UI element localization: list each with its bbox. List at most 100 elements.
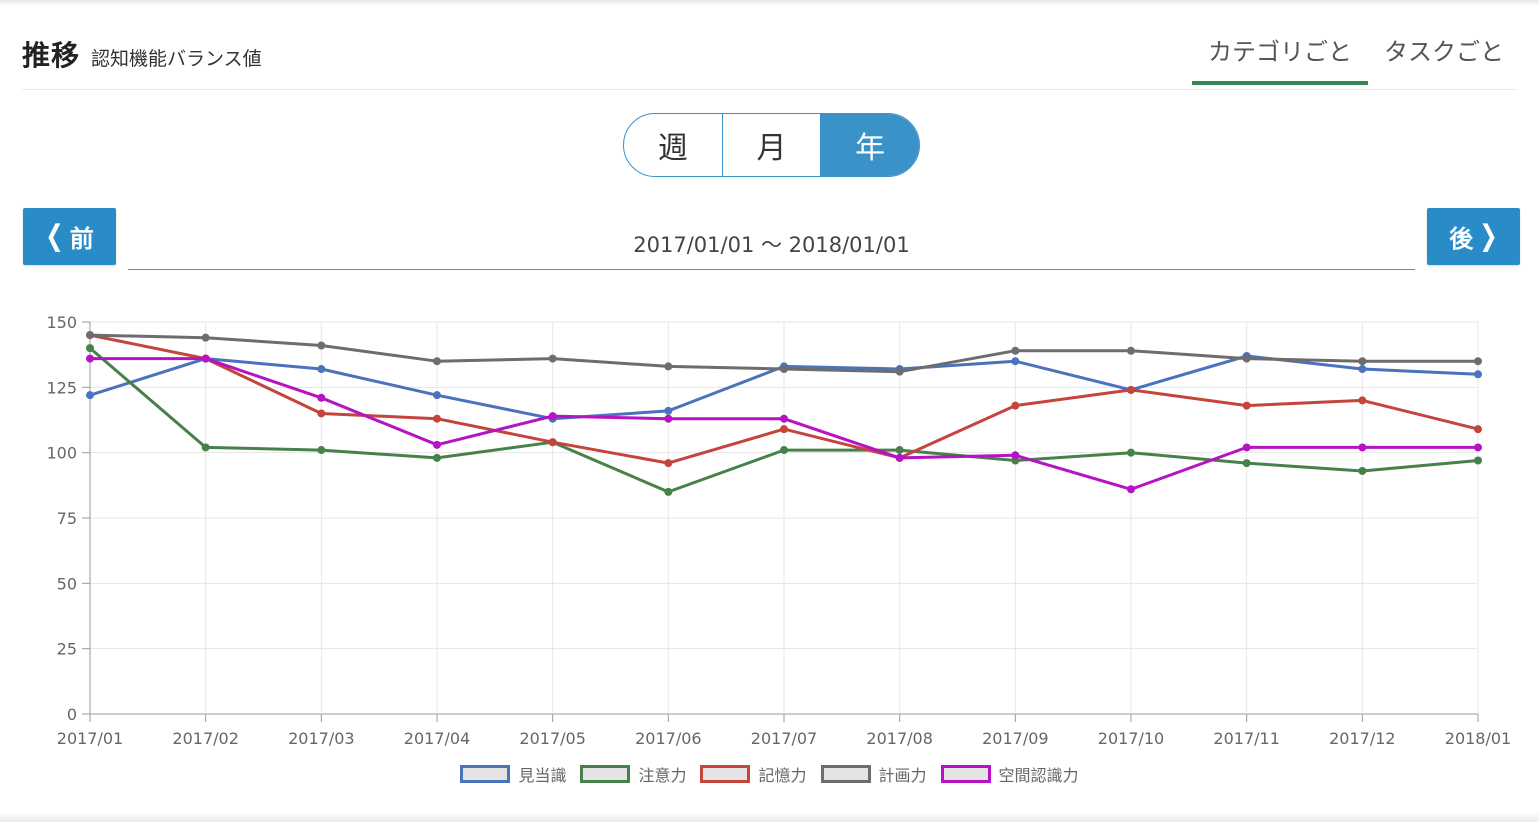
data-point-3 xyxy=(1242,401,1251,410)
period-year-button[interactable]: 年 xyxy=(820,114,919,176)
legend-swatch xyxy=(940,765,991,783)
legend-item[interactable]: 注意力 xyxy=(580,762,686,786)
data-point-5 xyxy=(433,440,441,449)
x-tick-label: 2017/05 xyxy=(519,729,585,748)
y-tick-label: 75 xyxy=(57,509,77,528)
chevron-right-icon: ❯ xyxy=(1479,220,1498,253)
data-point-5 xyxy=(317,393,326,402)
data-point-4 xyxy=(86,331,94,340)
line-chart: 0 25 50 75 100 125 150 2017/01 2017/02 2017/03 201… xyxy=(46,313,1511,748)
legend-label: 記憶力 xyxy=(758,766,807,785)
data-point-4 xyxy=(548,354,557,363)
page-subtitle: 認知機能バランス値 xyxy=(91,48,262,70)
period-month-button[interactable]: 月 xyxy=(721,114,821,176)
legend-label: 計画力 xyxy=(878,766,927,785)
data-point-1 xyxy=(664,406,673,415)
data-point-2 xyxy=(780,446,788,455)
data-point-3 xyxy=(317,409,326,418)
data-point-5 xyxy=(1242,443,1251,452)
legend-item[interactable]: 計画力 xyxy=(820,762,927,786)
legend-swatch xyxy=(580,765,631,783)
data-point-3 xyxy=(548,438,557,447)
data-point-5 xyxy=(664,414,673,423)
data-point-1 xyxy=(1011,357,1020,366)
data-point-4 xyxy=(201,333,210,342)
x-tick-label: 2017/04 xyxy=(404,729,470,748)
data-point-4 xyxy=(1011,346,1020,355)
bottom-rule xyxy=(0,812,1539,822)
period-toggle: 週 月 年 xyxy=(623,113,920,177)
data-point-1 xyxy=(317,365,326,374)
data-point-2 xyxy=(1474,456,1482,465)
data-point-4 xyxy=(780,365,788,374)
data-point-2 xyxy=(1358,466,1367,475)
chevron-left-icon: ❮ xyxy=(45,220,64,253)
tab-category[interactable]: カテゴリごと xyxy=(1208,38,1352,66)
data-point-2 xyxy=(1127,448,1135,457)
data-point-2 xyxy=(895,446,904,455)
top-rule xyxy=(0,0,1539,6)
data-point-4 xyxy=(433,357,441,366)
x-tick-label: 2017/03 xyxy=(288,729,354,748)
legend-label: 注意力 xyxy=(638,766,687,785)
x-tick-label: 2017/07 xyxy=(751,729,817,748)
legend-item[interactable]: 空間認識力 xyxy=(940,762,1079,786)
data-point-2 xyxy=(86,344,94,353)
data-point-3 xyxy=(1011,401,1020,410)
data-point-4 xyxy=(1358,357,1367,366)
y-tick-label: 50 xyxy=(57,574,77,593)
prev-label: 前 xyxy=(69,225,94,253)
legend-item[interactable]: 見当識 xyxy=(460,762,566,786)
data-point-5 xyxy=(548,412,557,421)
data-point-3 xyxy=(1127,385,1135,394)
y-tick-label: 125 xyxy=(46,378,77,397)
data-point-4 xyxy=(895,367,904,376)
data-point-5 xyxy=(1011,451,1020,460)
x-tick-label: 2017/06 xyxy=(635,729,701,748)
x-tick-label: 2018/01 xyxy=(1445,729,1511,748)
period-week-button[interactable]: 週 xyxy=(657,131,688,166)
data-point-2 xyxy=(1242,459,1251,468)
data-point-4 xyxy=(317,341,326,350)
data-point-2 xyxy=(664,487,673,496)
x-tick-label: 2017/01 xyxy=(57,729,123,748)
data-point-1 xyxy=(86,391,94,400)
legend-label: 空間認識力 xyxy=(998,766,1079,785)
legend-label: 見当識 xyxy=(518,766,567,785)
x-tick-label: 2017/10 xyxy=(1098,729,1164,748)
legend-item[interactable]: 記憶力 xyxy=(700,762,807,786)
next-label: 後 xyxy=(1449,225,1474,253)
x-tick-label: 2017/08 xyxy=(866,729,932,748)
data-point-3 xyxy=(664,459,673,468)
data-point-5 xyxy=(201,354,210,363)
date-range: 2017/01/01 ～ 2018/01/01 xyxy=(128,228,1415,270)
y-tick-label: 100 xyxy=(46,444,77,463)
header: 推移 認知機能バランス値 カテゴリごと タスクごと xyxy=(22,24,1518,90)
data-point-3 xyxy=(1474,425,1482,434)
data-point-5 xyxy=(86,354,94,363)
active-tab-indicator xyxy=(1192,81,1368,85)
prev-button[interactable]: ❮ 前 xyxy=(23,208,116,265)
data-point-5 xyxy=(1474,443,1482,452)
page-title: 推移 xyxy=(22,39,81,72)
data-point-1 xyxy=(433,391,441,400)
legend-swatch xyxy=(700,765,751,783)
y-tick-label: 0 xyxy=(67,705,77,724)
x-tick-label: 2017/09 xyxy=(982,729,1048,748)
data-point-4 xyxy=(1474,357,1482,366)
x-tick-label: 2017/12 xyxy=(1329,729,1395,748)
next-button[interactable]: 後 ❯ xyxy=(1427,208,1520,265)
data-point-4 xyxy=(664,362,673,371)
data-point-5 xyxy=(895,453,904,462)
data-point-5 xyxy=(780,414,788,423)
legend-swatch xyxy=(460,765,511,783)
data-point-3 xyxy=(780,425,788,434)
data-point-2 xyxy=(317,446,326,455)
y-tick-label: 25 xyxy=(57,640,77,659)
data-point-4 xyxy=(1127,346,1135,355)
data-point-1 xyxy=(1358,365,1367,374)
legend-swatch xyxy=(820,765,871,783)
data-point-3 xyxy=(1358,396,1367,405)
tab-task[interactable]: タスクごと xyxy=(1384,38,1504,66)
data-point-2 xyxy=(201,443,210,452)
